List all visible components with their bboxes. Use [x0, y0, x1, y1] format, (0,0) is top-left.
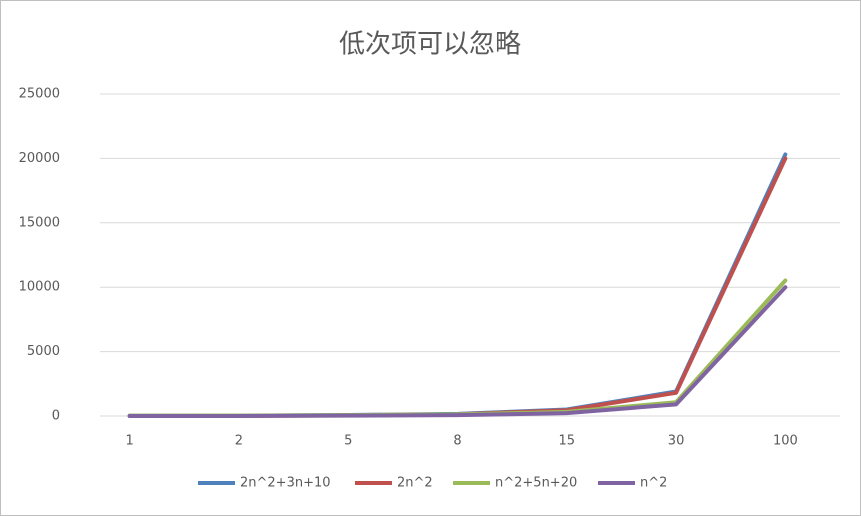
y-tick-label: 25000 — [19, 87, 60, 102]
y-tick-label: 20000 — [19, 151, 60, 166]
legend-label: n^2 — [640, 476, 667, 491]
x-tick-label: 8 — [453, 434, 461, 449]
series-line — [127, 285, 788, 418]
y-tick-label: 15000 — [19, 215, 60, 230]
x-tick-label: 100 — [773, 434, 798, 449]
legend-label: 2n^2+3n+10 — [240, 476, 331, 491]
chart-title: 低次项可以忽略 — [339, 30, 521, 60]
legend-label: n^2+5n+20 — [495, 476, 577, 491]
y-tick-label: 0 — [52, 409, 60, 424]
x-tick-label: 1 — [126, 434, 134, 449]
x-tick-label: 5 — [344, 434, 352, 449]
x-tick-label: 2 — [235, 434, 243, 449]
x-tick-label: 15 — [559, 434, 576, 449]
y-tick-label: 10000 — [19, 280, 60, 295]
legend-label: 2n^2 — [397, 476, 433, 491]
x-tick-label: 30 — [668, 434, 685, 449]
y-tick-label: 5000 — [27, 344, 60, 359]
